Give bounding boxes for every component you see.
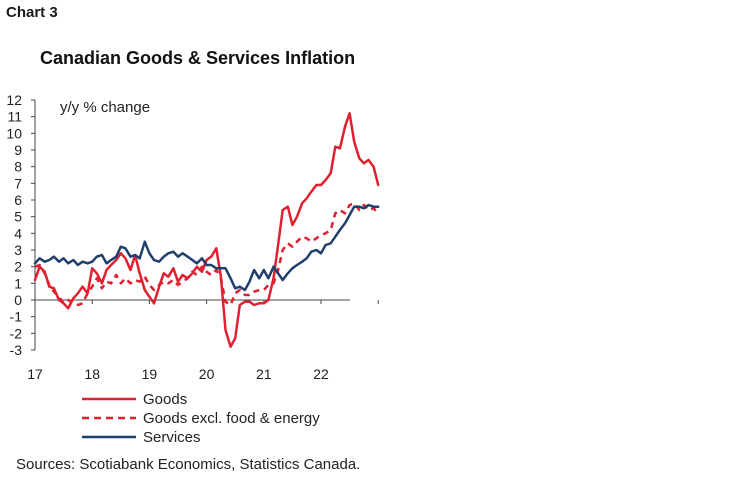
y-tick-label: 1 <box>14 275 22 291</box>
legend-label: Goods <box>143 391 187 408</box>
x-tick-label: 22 <box>313 366 329 382</box>
series-line-goods <box>33 112 380 348</box>
y-tick-label: 5 <box>14 209 22 225</box>
y-tick-label: 12 <box>6 92 22 108</box>
y-tick-label: -2 <box>10 325 23 341</box>
y-tick-label: 7 <box>14 175 22 191</box>
y-tick-label: 8 <box>14 159 22 175</box>
x-tick-label: 20 <box>199 366 215 382</box>
y-tick-label: 10 <box>6 125 22 141</box>
legend: Goods Goods excl. food & energy Services <box>82 391 320 446</box>
legend-label: Goods excl. food & energy <box>143 410 320 427</box>
x-tick-label: 21 <box>256 366 272 382</box>
units-label: y/y % change <box>60 99 151 116</box>
y-tick-label: 6 <box>14 192 22 208</box>
chart-number-label: Chart 3 <box>6 4 58 21</box>
y-tick-label: 9 <box>14 142 22 158</box>
chart-title: Canadian Goods & Services Inflation <box>40 48 356 68</box>
legend-label: Services <box>143 429 201 446</box>
y-tick-label: 0 <box>14 292 22 308</box>
x-axis: 17 18 19 20 21 22 <box>27 299 379 382</box>
x-tick-label: 18 <box>84 366 100 382</box>
series-line-services <box>33 203 380 292</box>
y-tick-label: 11 <box>7 109 22 125</box>
x-tick-label: 17 <box>27 366 43 382</box>
y-tick-label: -1 <box>10 309 23 325</box>
y-tick-label: 3 <box>14 242 22 258</box>
x-tick-label: 19 <box>142 366 158 382</box>
y-tick-label: -3 <box>10 342 23 358</box>
series-layer <box>33 112 380 348</box>
y-tick-label: 2 <box>14 259 22 275</box>
series-line-goods-excl-food-energy <box>34 202 380 307</box>
y-tick-label: 4 <box>14 225 22 241</box>
source-note: Sources: Scotiabank Economics, Statistic… <box>16 456 361 473</box>
